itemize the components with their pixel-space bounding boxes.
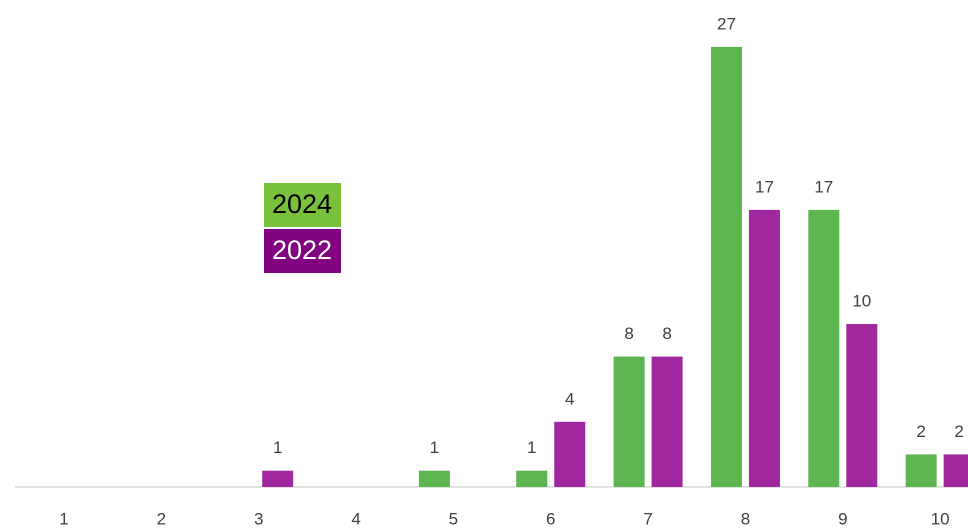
bar [748,209,780,487]
x-tick-label: 4 [351,509,360,528]
data-label: 27 [717,14,736,33]
data-label: 2 [916,422,925,441]
bar [651,356,683,487]
data-label: 1 [430,438,439,457]
bar [710,46,742,488]
x-tick-label: 5 [449,509,458,528]
x-tick-label: 6 [546,509,555,528]
bar [613,356,645,487]
legend-label: 2024 [272,189,332,219]
bar [943,454,968,487]
x-tick-label: 3 [254,509,263,528]
data-label: 2 [954,422,963,441]
x-tick-label: 7 [643,509,652,528]
legend-swatch [264,229,341,273]
data-label: 17 [755,177,774,196]
bar [808,209,840,487]
x-tick-label: 2 [157,509,166,528]
data-label: 17 [814,177,833,196]
bar [516,470,548,487]
data-label: 8 [662,324,671,343]
data-label: 10 [852,291,871,310]
bar [846,324,878,487]
bar [262,470,294,487]
x-tick-label: 9 [838,509,847,528]
legend-label: 2022 [272,235,332,265]
legend-swatch [264,183,341,227]
data-label: 1 [527,438,536,457]
bar [554,421,586,487]
x-tick-label: 1 [59,509,68,528]
data-label: 1 [273,438,282,457]
data-label: 4 [565,389,574,408]
bar [418,470,450,487]
x-tick-label: 10 [931,509,950,528]
x-tick-label: 8 [741,509,750,528]
data-label: 8 [624,324,633,343]
bar [905,454,937,487]
